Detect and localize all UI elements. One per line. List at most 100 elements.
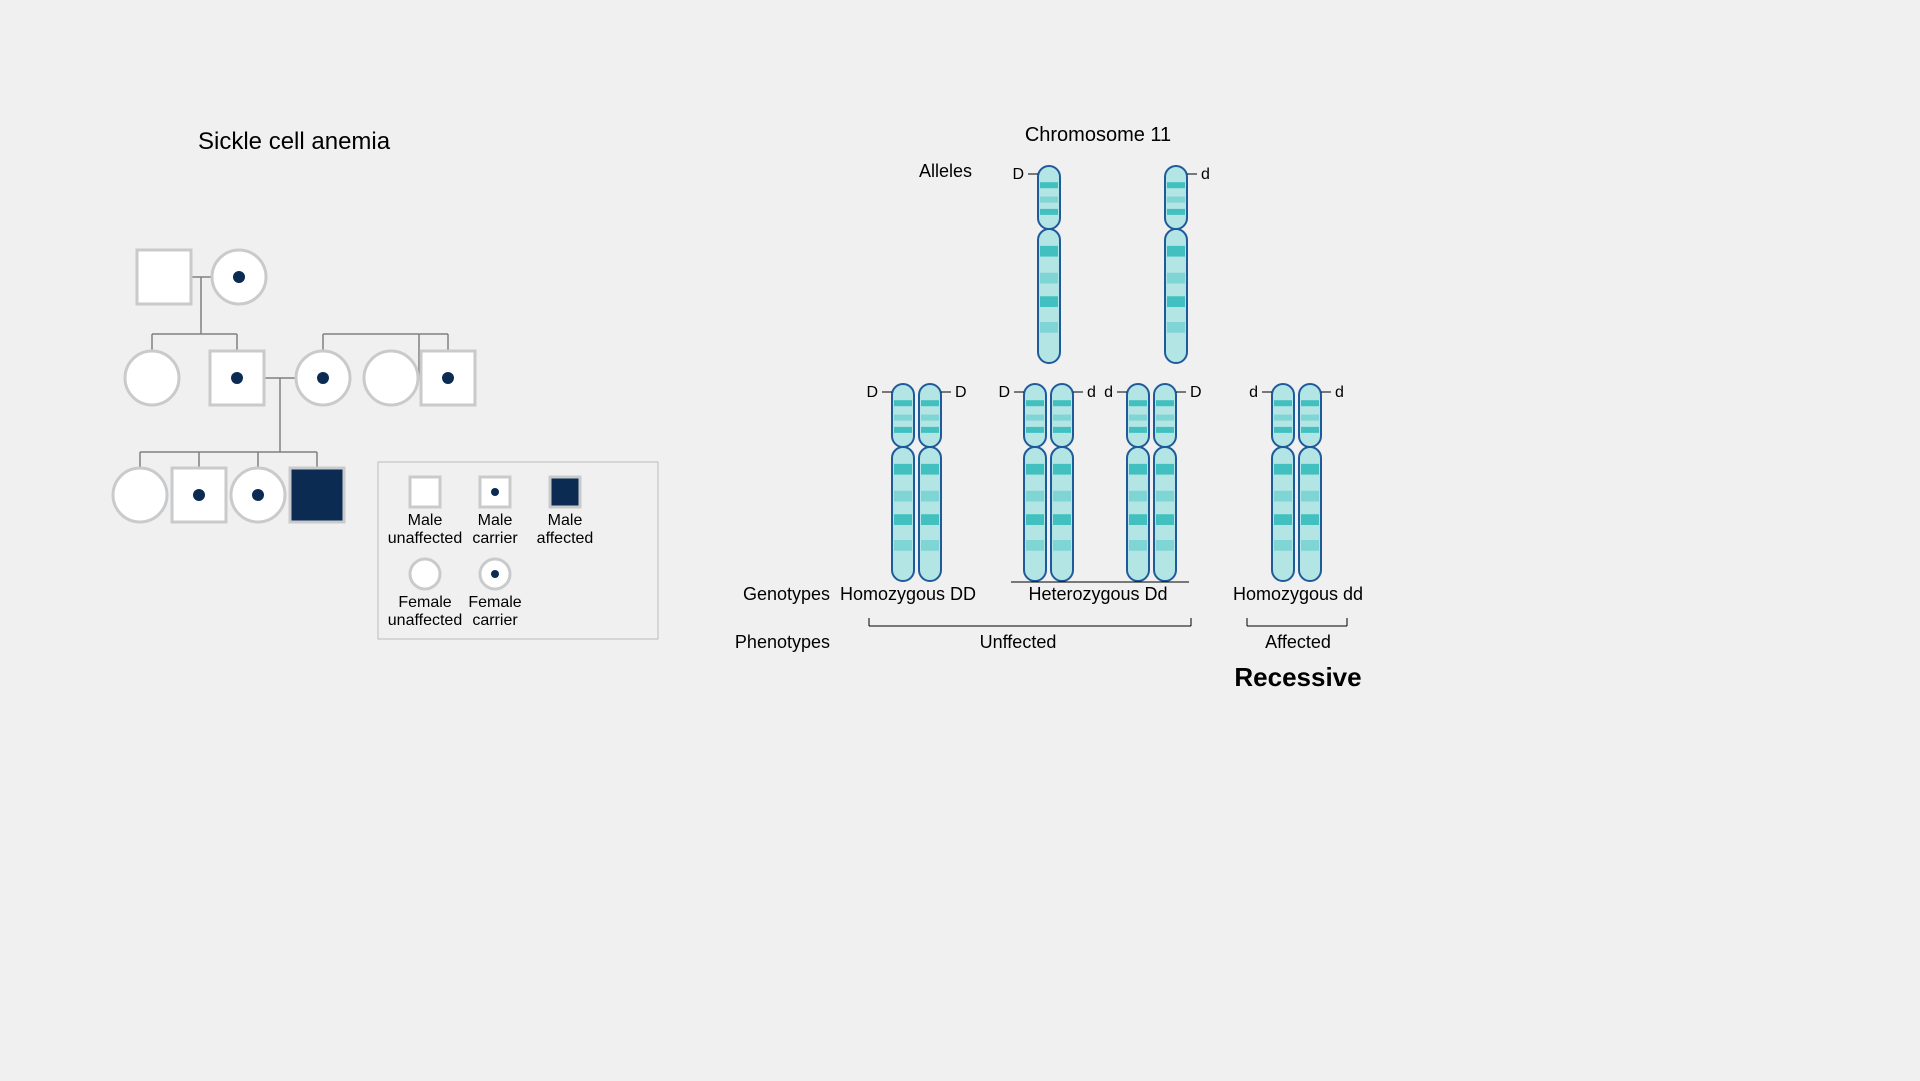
chromosome-band [1026,415,1044,421]
chromosome-band [1167,182,1185,188]
chromosome-band [1274,415,1292,421]
legend-label: Male [478,512,513,529]
legend-label: unaffected [388,612,462,629]
legend-label: carrier [472,530,518,547]
chromosome-band [921,427,939,433]
phenotype-label-unaffected: Unffected [980,632,1057,652]
allele-label: d [1201,166,1210,183]
pedigree-female-unaffected [410,559,440,589]
chromosome-band [1301,415,1319,421]
pedigree-male-carrier [421,351,475,405]
chromosome-band [1301,514,1319,525]
chromosome-band [1129,491,1147,502]
genotype-label: Heterozygous Dd [1028,584,1167,604]
chromosome-band [894,540,912,551]
allele-label: D [866,384,878,401]
carrier-dot-icon [231,372,243,384]
recessive-label: Recessive [1234,662,1361,692]
allele-label: d [1104,384,1113,401]
carrier-dot-icon [491,488,499,496]
pedigree-male-carrier [172,468,226,522]
chromosome-band [1053,540,1071,551]
chromosome-band [1040,197,1058,203]
chromosome-band [921,491,939,502]
chromosome-band [1026,514,1044,525]
legend-label: Male [548,512,583,529]
chromosome-band [1274,491,1292,502]
chromosome-band [1301,491,1319,502]
row-label-alleles: Alleles [919,161,972,181]
chromosome-band [894,464,912,475]
chromosome-band [1040,296,1058,307]
row-label-phenotypes: Phenotypes [735,632,830,652]
chromosome-band [1167,197,1185,203]
chromosome-band [1129,415,1147,421]
carrier-dot-icon [442,372,454,384]
chromosome-band [1167,273,1185,284]
phenotype-label-affected: Affected [1265,632,1331,652]
chromosome-band [1167,209,1185,215]
chromosome-band [1129,427,1147,433]
chromosome-band [1026,400,1044,406]
pedigree-male-affected [290,468,344,522]
pedigree-female-unaffected [113,468,167,522]
chromosome-band [1156,464,1174,475]
legend-label: Male [408,512,443,529]
chromosome-band [1040,322,1058,333]
allele-label: D [998,384,1010,401]
chromosome-band [1040,182,1058,188]
chromosome-band [1167,322,1185,333]
pedigree-male-carrier [210,351,264,405]
chromosome-band [1053,400,1071,406]
chromosome-band [1301,540,1319,551]
chromosome-band [921,400,939,406]
chromosome-band [1156,400,1174,406]
chromosome-band [1053,427,1071,433]
chromosome-band [1040,273,1058,284]
allele-label: D [1012,166,1024,183]
chromosome-title: Chromosome 11 [1025,124,1171,146]
allele-label: D [1190,384,1202,401]
chromosome-band [1156,491,1174,502]
chromosome-band [921,464,939,475]
legend-label: Female [468,594,521,611]
chromosome-band [1026,427,1044,433]
chromosome-band [894,514,912,525]
genetics-diagram: Sickle cell anemiaMaleunaffectedMalecarr… [0,0,1920,1081]
chromosome-band [1274,400,1292,406]
allele-label: D [955,384,967,401]
chromosome-band [1274,514,1292,525]
chromosome-band [1053,514,1071,525]
genotype-label: Homozygous dd [1233,584,1363,604]
chromosome-band [1129,400,1147,406]
row-label-genotypes: Genotypes [743,584,830,604]
pedigree-legend: MaleunaffectedMalecarrierMaleaffectedFem… [378,462,658,639]
chromosome-band [1129,540,1147,551]
pedigree-female-carrier [480,559,510,589]
pedigree-female-carrier [231,468,285,522]
chromosome-band [894,415,912,421]
chromosome-band [1053,464,1071,475]
carrier-dot-icon [233,271,245,283]
chromosome-band [1040,246,1058,257]
chromosome-band [1156,427,1174,433]
chromosome-band [1026,491,1044,502]
pedigree-male-carrier [480,477,510,507]
chromosome-band [1301,427,1319,433]
chromosome-band [1274,427,1292,433]
chromosome-band [1026,464,1044,475]
chromosome-band [1156,415,1174,421]
pedigree-female-carrier [212,250,266,304]
allele-label: d [1335,384,1344,401]
chromosome-band [894,427,912,433]
chromosome-band [921,540,939,551]
carrier-dot-icon [491,570,499,578]
chromosome-band [1156,540,1174,551]
chromosome-band [894,400,912,406]
pedigree-female-unaffected [364,351,418,405]
chromosome-band [1301,464,1319,475]
legend-label: carrier [472,612,518,629]
chromosome-band [1129,464,1147,475]
pedigree-male-unaffected [410,477,440,507]
carrier-dot-icon [317,372,329,384]
